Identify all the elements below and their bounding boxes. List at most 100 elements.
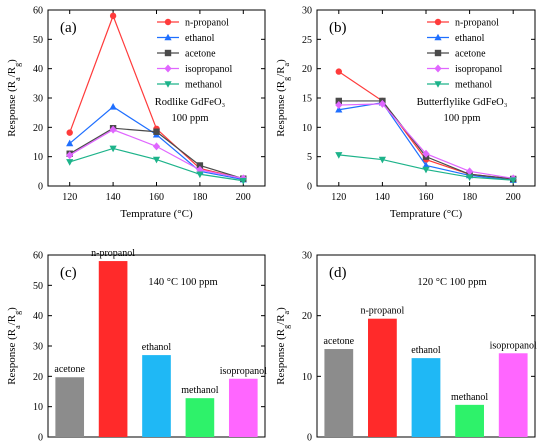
chart-panel-2: 0 10 20 30 40 50 60 Response (Ra/Rg) (c) acetone n… <box>6 248 267 443</box>
y-tick-label-1-3: 15 <box>302 94 312 105</box>
y-axis-label-1: Response (Rg/Ra) <box>275 59 291 137</box>
legend-label-0-0: n-propanol <box>185 18 229 29</box>
legend-label-0-3: isopropanol <box>185 64 232 75</box>
data-point-1-4-0 <box>335 152 343 159</box>
panel-label-1: (b) <box>329 20 347 36</box>
y-tick-label-2-4: 40 <box>33 311 43 322</box>
y-tick-label-0-2: 20 <box>33 123 43 134</box>
x-tick-label-0-3: 180 <box>192 192 207 203</box>
data-point-0-4-4 <box>239 177 247 185</box>
data-point-1-3-2 <box>422 149 430 158</box>
y-tick-label-0-1: 10 <box>33 152 43 163</box>
bar-label-2-1: n-propanol <box>91 248 135 259</box>
legend-marker-1-0 <box>434 18 442 26</box>
annotation-1-0: Butterflylike GdFeO₃ <box>417 97 508 108</box>
data-point-1-3-0 <box>335 101 343 110</box>
data-point-1-3-3 <box>466 167 474 176</box>
y-tick-label-2-1: 10 <box>33 402 43 413</box>
bar-3-2 <box>411 358 441 437</box>
bar-label-3-3: methanol <box>451 392 488 403</box>
legend-label-0-4: methanol <box>185 80 222 91</box>
data-point-0-4-0 <box>66 159 74 166</box>
legend-label-1-2: acetone <box>455 49 486 60</box>
x-tick-label-0-4: 200 <box>236 192 251 203</box>
bar-label-3-4: isopropanol <box>490 340 537 351</box>
bar-2-2 <box>142 355 171 437</box>
x-tick-label-0-1: 140 <box>106 192 121 203</box>
legend-marker-1-4 <box>434 81 442 88</box>
y-axis-label-0: Response (Ra/Rg) <box>6 59 22 137</box>
y-axis-label-2: Response (Ra/Rg) <box>6 307 22 385</box>
y-tick-label-2-2: 20 <box>33 372 43 383</box>
data-point-0-4-1 <box>109 145 117 153</box>
data-point-1-4-2 <box>422 166 430 174</box>
y-tick-label-2-5: 50 <box>33 281 43 292</box>
data-point-0-0-1 <box>109 12 117 20</box>
x-axis-label-1: Temprature (°C) <box>390 208 463 220</box>
legend-marker-0-1 <box>164 33 172 41</box>
x-tick-label-1-0: 120 <box>331 192 346 203</box>
data-point-0-3-0 <box>66 151 74 160</box>
annotation-3: 120 °C 100 ppm <box>417 277 486 288</box>
bar-3-4 <box>498 353 528 437</box>
x-axis-label-0: Temprature (°C) <box>120 208 193 220</box>
bar-2-4 <box>228 378 258 437</box>
bar-label-2-3: methanol <box>181 385 218 396</box>
legend-marker-0-4 <box>164 81 172 88</box>
chart-panel-1: 0 5 10 15 20 25 30 Response (Rg/Ra) (b) 120 140 160… <box>275 6 536 220</box>
x-tick-label-1-1: 140 <box>375 192 390 203</box>
y-tick-label-1-2: 10 <box>302 123 312 134</box>
bar-label-2-0: acetone <box>54 364 85 375</box>
legend-label-0-2: acetone <box>185 49 216 60</box>
y-tick-label-0-6: 60 <box>33 6 43 17</box>
legend-label-0-1: ethanol <box>185 33 215 44</box>
series-line-0-4 <box>69 147 244 182</box>
x-tick-label-1-3: 180 <box>462 192 477 203</box>
x-tick-label-1-2: 160 <box>419 192 434 203</box>
y-tick-label-2-6: 60 <box>33 251 43 262</box>
data-point-0-3-2 <box>152 142 161 151</box>
bar-2-1 <box>98 261 128 437</box>
chart-panel-0: 0 10 20 30 40 50 60 Response (Ra/Rg) (a) 120 140 16… <box>6 6 266 220</box>
bar-3-0 <box>324 349 354 437</box>
data-point-1-4-4 <box>509 177 517 184</box>
y-axis-label-3: Response (Rg/Ra) <box>275 307 291 385</box>
data-point-0-4-2 <box>152 156 161 164</box>
bar-label-2-2: ethanol <box>142 342 172 353</box>
panel-label-0: (a) <box>60 20 77 36</box>
bar-label-3-0: acetone <box>324 336 355 347</box>
legend-marker-1-2 <box>434 49 442 57</box>
y-tick-label-3-1: 10 <box>302 372 312 383</box>
legend-marker-0-3 <box>164 64 172 73</box>
y-tick-label-0-0: 0 <box>38 182 43 193</box>
data-point-0-1-1 <box>109 103 117 110</box>
bar-label-3-2: ethanol <box>411 345 441 356</box>
data-point-0-2-3 <box>196 162 204 169</box>
data-point-1-2-0 <box>335 97 342 105</box>
y-tick-label-3-3: 30 <box>302 251 312 262</box>
annotation-2: 140 °C 100 ppm <box>148 277 217 288</box>
y-tick-label-2-0: 0 <box>38 433 43 444</box>
data-point-1-4-3 <box>466 174 474 181</box>
x-tick-label-1-4: 200 <box>506 192 521 203</box>
legend-label-1-3: isopropanol <box>455 64 502 75</box>
panel-label-2: (c) <box>60 265 77 281</box>
legend-marker-1-1 <box>434 33 442 41</box>
data-point-1-0-0 <box>335 68 342 75</box>
legend-label-1-0: n-propanol <box>455 18 499 29</box>
bar-label-3-1: n-propanol <box>360 306 404 317</box>
data-point-0-4-3 <box>196 171 204 179</box>
data-point-0-2-2 <box>153 128 160 135</box>
legend-marker-0-2 <box>164 49 172 57</box>
y-tick-label-1-1: 5 <box>307 152 312 163</box>
panel-label-3: (d) <box>329 265 347 281</box>
legend-marker-1-3 <box>434 64 442 73</box>
data-point-0-1-0 <box>66 139 74 147</box>
legend-label-1-4: methanol <box>455 80 492 91</box>
data-point-0-3-1 <box>109 125 117 134</box>
bar-3-3 <box>455 404 484 437</box>
y-tick-label-1-5: 25 <box>302 35 312 46</box>
legend-label-1-1: ethanol <box>455 33 485 44</box>
annotation-0-0: Rodlike GdFeO₃ <box>155 97 226 108</box>
y-tick-label-0-3: 30 <box>33 94 43 105</box>
